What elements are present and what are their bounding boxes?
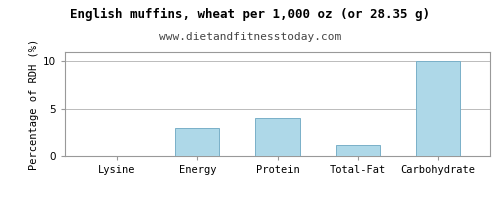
- Bar: [336, 145, 380, 156]
- Bar: [416, 61, 460, 156]
- Text: www.dietandfitnesstoday.com: www.dietandfitnesstoday.com: [159, 32, 341, 42]
- Text: English muffins, wheat per 1,000 oz (or 28.35 g): English muffins, wheat per 1,000 oz (or …: [70, 8, 430, 21]
- Bar: [256, 118, 300, 156]
- Bar: [176, 128, 220, 156]
- Y-axis label: Percentage of RDH (%): Percentage of RDH (%): [28, 38, 38, 170]
